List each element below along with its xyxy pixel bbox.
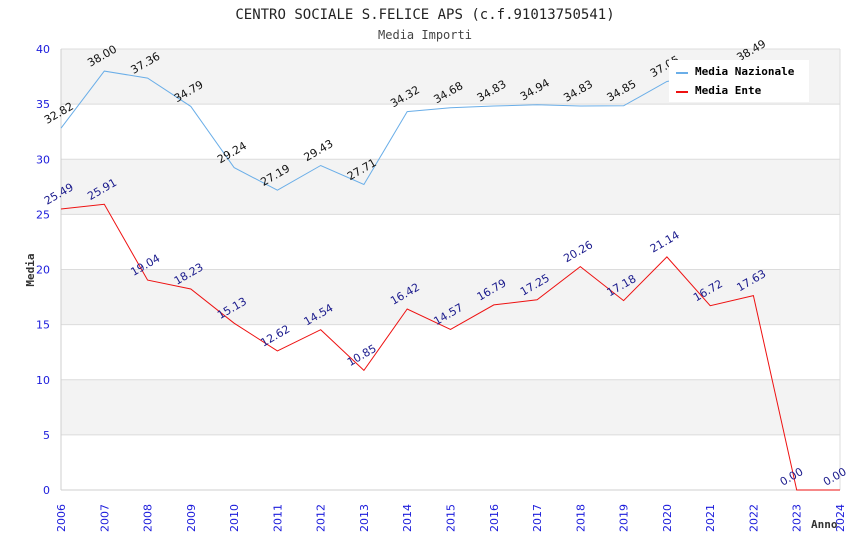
y-tick-label: 25: [36, 208, 50, 221]
y-tick-label: 15: [36, 319, 50, 332]
data-label: 0.00: [778, 465, 806, 489]
y-tick-label: 5: [43, 429, 50, 442]
x-tick-labels: 2006 2007 2008 2009 2010 2011 2012 2013 2014 2015…: [55, 504, 847, 532]
x-tick-label: 2021: [704, 504, 717, 532]
grid-band: [61, 159, 840, 215]
legend: Media Nazionale Media Ente: [669, 60, 809, 102]
grid-lines: [61, 48, 840, 491]
x-tick-label: 2010: [228, 504, 241, 532]
legend-label-media-nazionale: Media Nazionale: [695, 65, 795, 78]
x-tick-label: 2022: [747, 504, 760, 532]
x-tick-label: 2008: [142, 504, 155, 532]
y-tick-label: 20: [36, 264, 50, 277]
x-tick-label: 2023: [791, 504, 804, 532]
x-tick-label: 2009: [185, 504, 198, 532]
x-tick-label: 2014: [401, 504, 414, 532]
x-tick-label: 2020: [661, 504, 674, 532]
x-tick-label: 2012: [315, 504, 328, 532]
y-tick-label: 35: [36, 98, 50, 111]
legend-box: [669, 60, 809, 102]
legend-label-media-ente: Media Ente: [695, 84, 762, 97]
data-label: 10.85: [345, 342, 379, 369]
x-tick-label: 2006: [55, 504, 68, 532]
grid-band: [61, 269, 840, 325]
x-axis-label: Anno: [811, 518, 838, 531]
y-tick-labels: 0 5 10 15 20 25 30 35 40: [36, 43, 50, 497]
data-label: 20.26: [561, 238, 595, 265]
x-tick-label: 2018: [574, 504, 587, 532]
series-line-media-nazionale: [60, 65, 754, 191]
data-label: 12.62: [258, 322, 292, 349]
axes: [60, 49, 841, 491]
grid-bands: [61, 49, 840, 435]
y-tick-label: 10: [36, 374, 50, 387]
x-tick-label: 2011: [271, 504, 284, 532]
x-tick-label: 2017: [531, 504, 544, 532]
x-tick-label: 2015: [445, 504, 458, 532]
y-tick-label: 0: [43, 484, 50, 497]
series-lines: [60, 65, 840, 491]
series-line-media-ente: [60, 203, 840, 491]
data-label: 21.14: [648, 229, 682, 256]
y-tick-label: 40: [36, 43, 50, 56]
chart-title: CENTRO SOCIALE S.FELICE APS (c.f.9101375…: [235, 7, 614, 23]
x-tick-label: 2016: [488, 504, 501, 532]
x-tick-label: 2024: [834, 504, 847, 532]
data-label: 0.00: [821, 465, 849, 489]
x-tick-label: 2019: [618, 504, 631, 532]
x-tick-label: 2007: [98, 504, 111, 532]
y-tick-label: 30: [36, 153, 50, 166]
chart-subtitle: Media Importi: [378, 28, 472, 42]
grid-band: [61, 379, 840, 435]
x-tick-label: 2013: [358, 504, 371, 532]
y-axis-label: Media: [24, 253, 37, 286]
